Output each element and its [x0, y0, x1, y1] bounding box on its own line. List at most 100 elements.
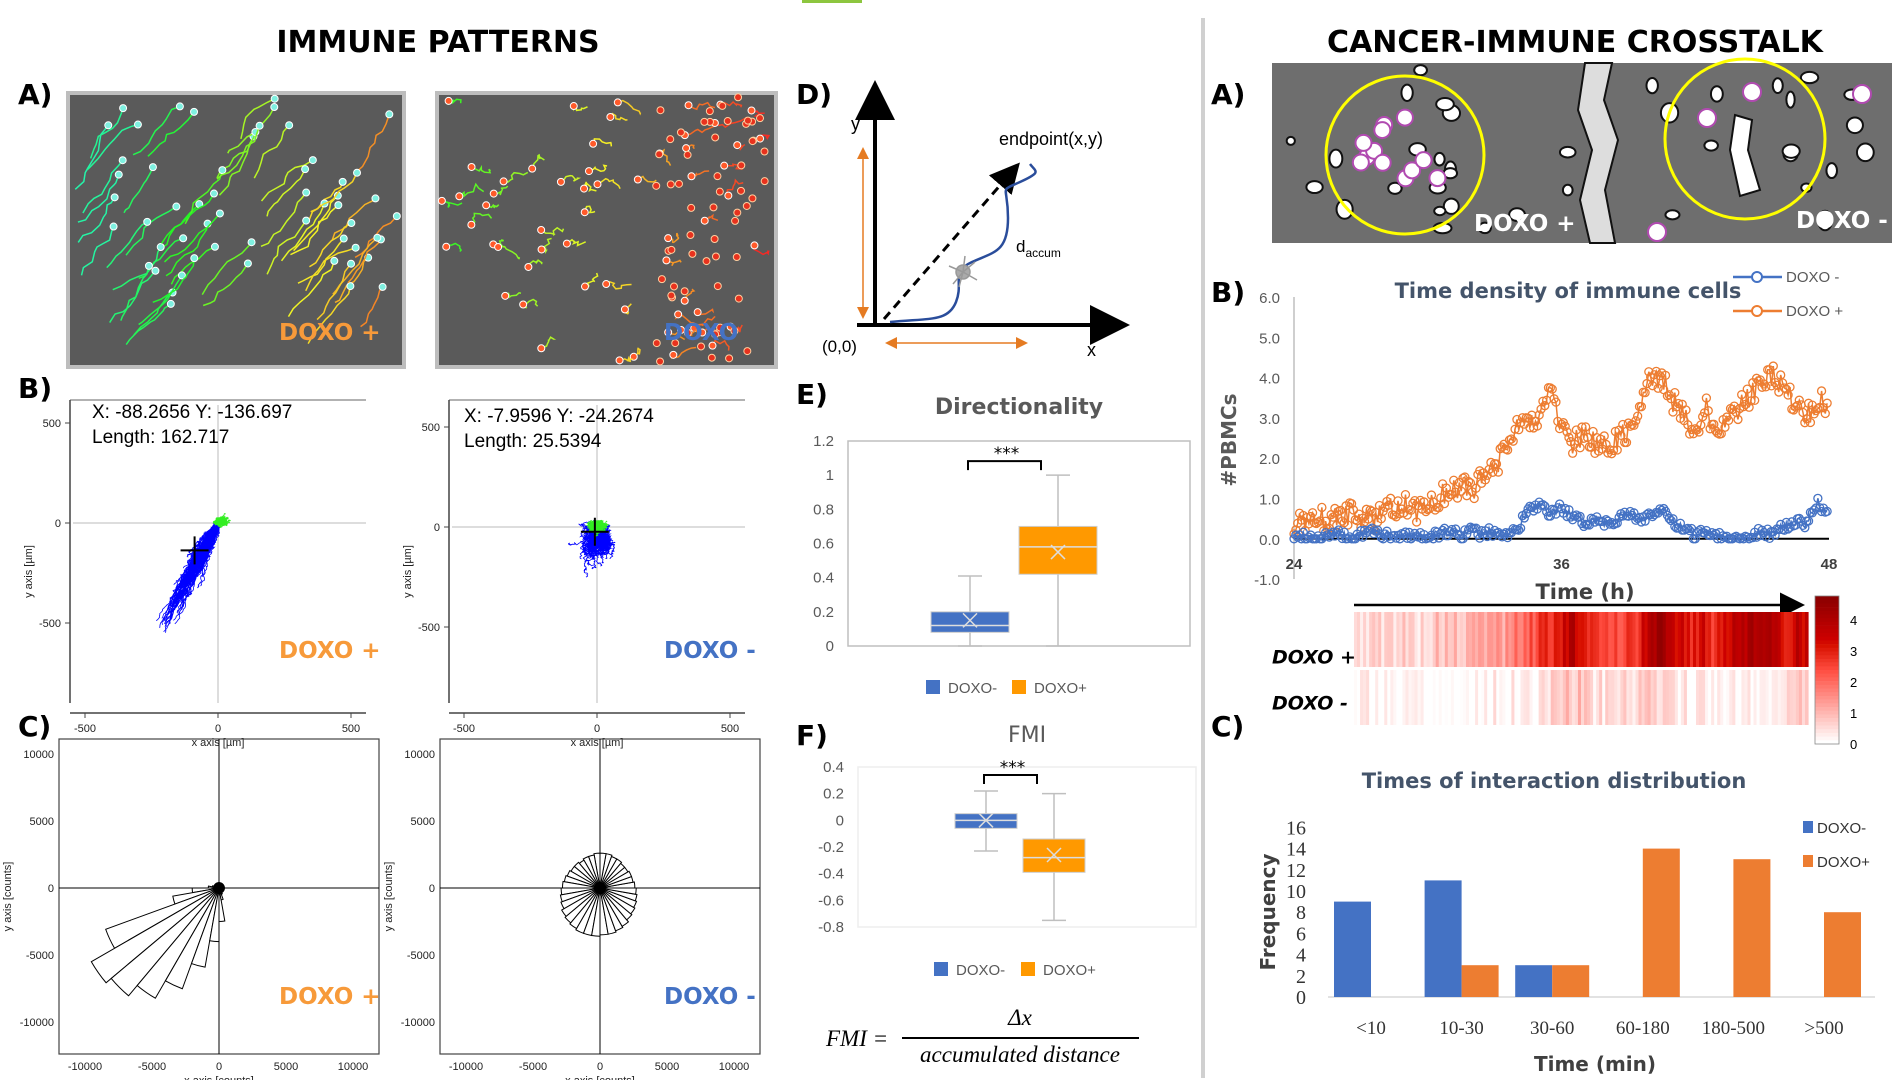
heatmap-cell [1553, 612, 1558, 667]
colorbar-segment [1815, 644, 1839, 649]
heatmap-cell [1689, 612, 1694, 667]
cell [620, 305, 629, 314]
colorbar-segment [1815, 633, 1839, 637]
heatmap-cell [1683, 612, 1688, 667]
cell [593, 180, 602, 189]
heatmap-cell [1378, 670, 1382, 725]
cell [682, 144, 691, 153]
data-point [1554, 499, 1565, 509]
heatmap-cell [1459, 670, 1464, 725]
heatmap-cell [1544, 612, 1549, 667]
cell [731, 216, 740, 225]
data-point [1625, 421, 1635, 431]
heatmap-cell [1702, 670, 1706, 725]
cell [733, 141, 742, 150]
plot-frame [857, 766, 1197, 928]
cell-track [123, 166, 154, 214]
data-point [1495, 529, 1505, 540]
x-tick-label: 10000 [338, 1061, 369, 1073]
cell-track [667, 232, 680, 244]
data-point [1449, 475, 1459, 485]
cell [569, 102, 578, 111]
rose-wedge [209, 887, 220, 943]
data-point [1504, 435, 1515, 445]
cell-blob [1709, 85, 1724, 103]
colorbar-segment [1815, 618, 1839, 623]
significance-bracket [967, 460, 1042, 471]
heatmap-cell [1417, 612, 1422, 667]
heatmap-cell [1414, 670, 1419, 725]
y-axis-label: Frequency [1256, 853, 1280, 970]
data-point [1315, 516, 1325, 526]
heatmap-cell [1680, 670, 1685, 725]
readout-xy-left: X: -88.2656 Y: -136.697 [92, 402, 292, 423]
cell [109, 222, 118, 231]
heatmap-cell [1635, 670, 1640, 725]
heatmap-cell [1668, 612, 1673, 667]
heatmap-cell [1677, 670, 1682, 725]
data-point [1545, 383, 1556, 393]
data-point [1450, 487, 1461, 497]
data-point [1519, 513, 1529, 523]
top-accent-bar [802, 0, 862, 3]
significance-stars: *** [1000, 758, 1026, 778]
cell [501, 291, 510, 300]
cell [467, 220, 476, 229]
heatmap-cell [1804, 612, 1809, 667]
box-DOXO- [930, 611, 1010, 633]
heatmap-cell [1726, 612, 1730, 667]
chart-title: Directionality [935, 395, 1103, 420]
readout-length-right: Length: 25.5394 [464, 431, 602, 452]
y-axis-label: #PBMCs [1217, 393, 1241, 486]
cell [743, 347, 752, 356]
data-point [1471, 523, 1481, 533]
immune-cell [1428, 169, 1447, 188]
chart-title: Times of interaction distribution [1362, 769, 1747, 793]
data-point [1465, 522, 1476, 532]
x-tick-label: 60-180 [1616, 1018, 1670, 1039]
data-point [1577, 422, 1587, 432]
cell [700, 216, 709, 225]
heatmap-cell [1450, 670, 1455, 725]
heatmap-cell [1674, 670, 1679, 725]
heatmap-cell [1620, 670, 1624, 725]
data-point [1361, 504, 1372, 514]
heatmap-cell [1390, 612, 1394, 667]
heatmap-cell [1556, 670, 1561, 725]
heatmap-cell [1357, 612, 1361, 667]
heatmap-cell [1581, 612, 1585, 667]
rose-wedge [110, 887, 220, 997]
data-point [1779, 383, 1790, 393]
data-point [1582, 432, 1593, 443]
y-tick-label: 0 [826, 638, 834, 655]
heatmap-cell [1565, 612, 1570, 667]
heatmap-cell [1617, 670, 1621, 725]
cell [613, 98, 622, 107]
legend-marker [1751, 305, 1763, 317]
cell [177, 271, 186, 280]
x-tick-label: 0 [216, 1061, 222, 1073]
heatmap-cell [1708, 612, 1712, 667]
heatmap-cell [1795, 612, 1800, 667]
cell [114, 170, 123, 179]
bar-DOXO+ [1733, 859, 1771, 997]
cell-track [147, 111, 195, 157]
heatmap-cell [1644, 670, 1649, 725]
doxo-plus-label-b: DOXO + [279, 638, 381, 664]
x-axis-label: Time (h) [1535, 580, 1634, 604]
legend-swatch [1803, 855, 1813, 867]
data-point [1681, 405, 1691, 415]
cell [537, 344, 546, 353]
y-tick-label: 0.2 [823, 786, 844, 803]
heatmap-cell [1396, 670, 1400, 725]
y-tick-label: 0.6 [813, 536, 834, 553]
heatmap-cell [1626, 670, 1631, 725]
cell-track [605, 280, 632, 290]
y-tick-label: -10000 [401, 1017, 435, 1029]
cell-track [297, 238, 345, 284]
heatmap-cell [1435, 670, 1440, 725]
heatmap-cell [1729, 670, 1733, 725]
y-tick-label: 5.0 [1259, 330, 1280, 347]
rose-wedge [90, 887, 220, 984]
data-point [1805, 417, 1816, 428]
